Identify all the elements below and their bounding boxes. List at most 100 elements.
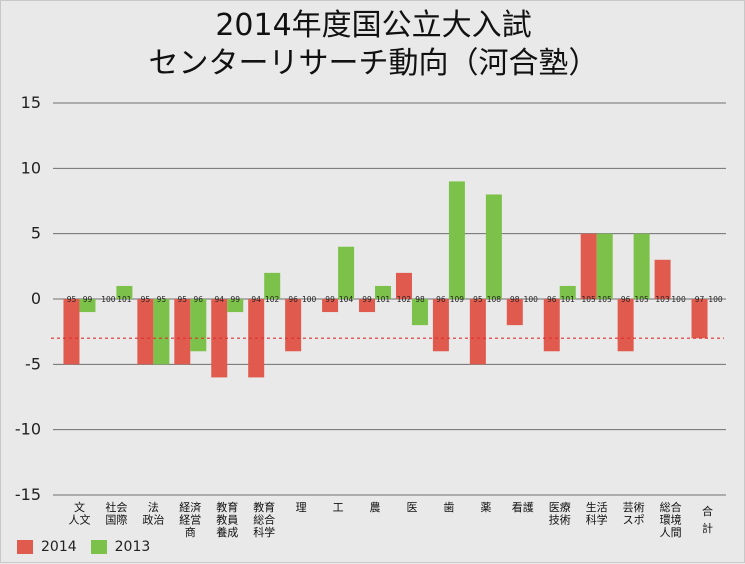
x-tick-label: 歯 xyxy=(443,501,454,514)
data-label-2014: 95 xyxy=(141,295,151,304)
x-tick-label: 経済 xyxy=(179,500,201,514)
x-tick-label: 環境 xyxy=(660,513,682,527)
legend-swatch-2013 xyxy=(90,540,107,554)
data-label-2014: 95 xyxy=(473,295,483,304)
x-tick-label: 医療 xyxy=(549,500,571,514)
legend-item-2013: 2013 xyxy=(90,539,151,555)
chart-title-line-2: センターリサーチ動向（河合塾） xyxy=(148,46,599,81)
y-tick-label: -15 xyxy=(15,485,41,504)
bar-2014 xyxy=(395,272,412,299)
x-tick-label: 養成 xyxy=(216,525,238,539)
data-label-2013: 109 xyxy=(450,295,465,304)
y-tick-label: 5 xyxy=(31,224,41,243)
x-tick-label: 合 xyxy=(702,504,713,518)
x-tick-label: スポ xyxy=(623,514,645,527)
data-label-2013: 101 xyxy=(117,295,132,304)
data-label-2014: 95 xyxy=(67,295,77,304)
bar-2013 xyxy=(264,272,281,299)
bar-2014 xyxy=(63,299,80,365)
legend-swatch-2014 xyxy=(17,540,33,554)
chart-title-line-1: 2014年度国公立大入試 xyxy=(215,8,532,43)
legend-label-2014: 2014 xyxy=(41,539,77,555)
legend-item-2014: 2014 xyxy=(17,539,77,555)
bar-2014 xyxy=(359,299,376,313)
bar-2014 xyxy=(506,299,523,326)
bar-2013 xyxy=(116,285,133,299)
x-tick-label: 理 xyxy=(296,501,307,514)
data-label-2014: 95 xyxy=(178,295,188,304)
bar-2014 xyxy=(285,299,302,352)
x-tick-label: 社会 xyxy=(105,500,127,514)
x-tick-label: 商 xyxy=(185,525,196,539)
x-tick-label: 薬 xyxy=(480,501,491,514)
data-label-2013: 108 xyxy=(487,295,502,304)
x-tick-label: 国際 xyxy=(105,514,127,527)
x-tick-label: 政治 xyxy=(142,513,164,527)
bar-2013 xyxy=(153,299,170,365)
data-label-2013: 99 xyxy=(230,295,240,304)
bar-2014 xyxy=(137,299,154,365)
x-tick-label: 人文 xyxy=(68,513,90,527)
legend-label-2013: 2013 xyxy=(114,539,151,555)
x-tick-label: 技術 xyxy=(549,514,571,527)
y-tick-label: 0 xyxy=(31,289,41,308)
data-label-2014: 105 xyxy=(582,295,597,304)
bar-2013 xyxy=(596,233,613,299)
x-tick-label: 芸術 xyxy=(623,501,645,514)
bar-2014 xyxy=(469,299,486,365)
data-label-2014: 103 xyxy=(655,295,670,304)
bar-2014 xyxy=(654,259,671,299)
x-tick-label: 科学 xyxy=(586,513,608,527)
bar-2014 xyxy=(432,299,449,352)
x-tick-label: 教員 xyxy=(216,514,238,527)
y-tick-label: -10 xyxy=(15,420,41,439)
x-tick-label: 計 xyxy=(702,521,713,535)
data-label-2014: 96 xyxy=(288,295,298,304)
bar-2013 xyxy=(485,194,502,299)
bar-2013 xyxy=(448,181,465,299)
bar-2014 xyxy=(691,299,708,339)
x-tick-label: 文 xyxy=(74,500,85,514)
data-label-2013: 102 xyxy=(265,295,280,304)
data-label-2014: 99 xyxy=(362,295,372,304)
bar-2014 xyxy=(174,299,191,365)
data-label-2013: 100 xyxy=(302,295,317,304)
x-tick-label: 科学 xyxy=(253,525,275,539)
data-label-2014: 96 xyxy=(621,295,631,304)
bar-2013 xyxy=(190,299,207,352)
data-label-2014: 94 xyxy=(214,295,224,304)
x-tick-label: 農 xyxy=(370,500,381,514)
data-label-2013: 101 xyxy=(376,295,391,304)
x-tick-label: 医 xyxy=(406,501,417,514)
data-label-2013: 100 xyxy=(524,295,539,304)
data-label-2013: 99 xyxy=(83,295,93,304)
data-label-2013: 100 xyxy=(671,295,686,304)
data-label-2013: 95 xyxy=(157,295,167,304)
data-label-2013: 104 xyxy=(339,295,354,304)
bar-2013 xyxy=(633,233,650,299)
data-label-2013: 105 xyxy=(598,295,613,304)
data-label-2014: 97 xyxy=(695,295,705,304)
bar-2014 xyxy=(543,299,560,352)
chart-title: 2014年度国公立大入試 センターリサーチ動向（河合塾） xyxy=(1,7,745,83)
bar-2013 xyxy=(559,285,576,299)
y-tick-label: -5 xyxy=(25,354,41,373)
bar-2013 xyxy=(375,285,392,299)
x-tick-label: 生活 xyxy=(586,500,608,514)
data-label-2014: 96 xyxy=(547,295,557,304)
bar-2013 xyxy=(227,299,244,313)
x-tick-label: 看護 xyxy=(512,500,534,514)
data-label-2014: 99 xyxy=(325,295,335,304)
legend: 2014 2013 xyxy=(17,539,164,555)
x-tick-label: 工 xyxy=(333,501,344,514)
x-tick-label: 総合 xyxy=(253,513,275,527)
data-label-2013: 101 xyxy=(561,295,576,304)
data-label-2014: 96 xyxy=(436,295,446,304)
data-label-2013: 100 xyxy=(708,295,723,304)
bar-2013 xyxy=(338,246,355,299)
x-tick-label: 教育 xyxy=(253,500,275,514)
y-tick-label: 15 xyxy=(21,93,41,112)
data-label-2013: 98 xyxy=(415,295,425,304)
data-label-2013: 105 xyxy=(634,295,649,304)
